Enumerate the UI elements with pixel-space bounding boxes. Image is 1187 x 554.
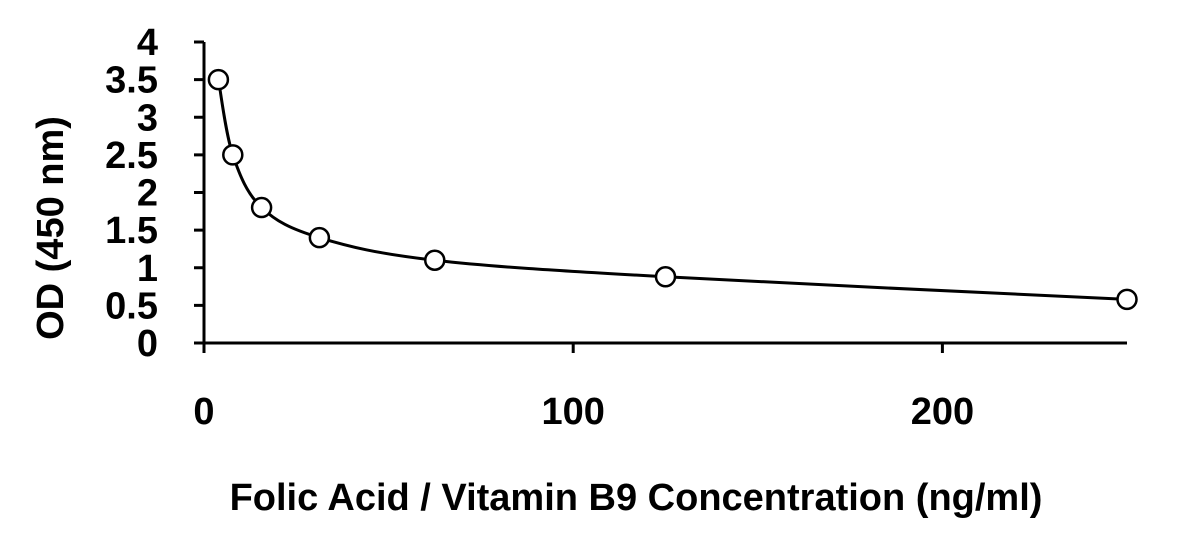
y-axis: 00.511.522.533.54 [105, 22, 206, 365]
y-tick-label: 3.5 [105, 60, 158, 102]
y-tick-label: 3 [137, 97, 158, 139]
x-tick-label: 0 [193, 391, 214, 433]
data-point [1116, 288, 1138, 311]
data-point [654, 266, 677, 288]
x-tick-label: 100 [541, 391, 604, 433]
data-point [308, 226, 331, 249]
y-tick-label: 4 [137, 22, 158, 64]
x-axis: 0 100 200 [193, 341, 1127, 433]
y-tick-label: 1 [137, 248, 158, 290]
y-tick-label: 2.5 [105, 135, 158, 177]
data-point [424, 249, 446, 271]
y-tick-label: 0 [137, 323, 158, 365]
fit-curve [216, 79, 1128, 301]
y-ticks: 00.511.522.533.54 [105, 22, 204, 365]
data-points [207, 68, 1138, 311]
y-tick-label: 1.5 [105, 210, 158, 252]
data-point [222, 144, 244, 166]
x-tick-label: 200 [911, 391, 974, 433]
x-axis-title: Folic Acid / Vitamin B9 Concentration (n… [230, 477, 1043, 519]
x-ticks: 0 100 200 [193, 343, 974, 433]
data-point [207, 68, 230, 91]
data-point [250, 196, 273, 219]
y-tick-label: 0.5 [105, 285, 158, 327]
y-axis-title: OD (450 nm) [30, 116, 72, 340]
y-tick-label: 2 [137, 173, 158, 215]
